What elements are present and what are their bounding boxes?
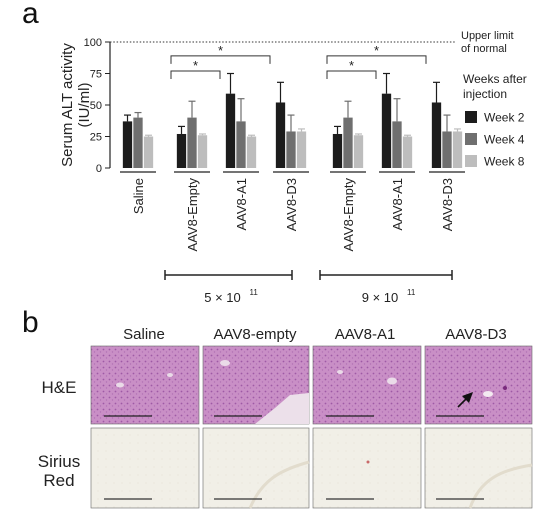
legend-swatch: [465, 155, 477, 167]
y-axis-label: Serum ALT activity: [59, 43, 76, 167]
category-label: AAV8-A1: [390, 178, 405, 231]
bar: [332, 133, 343, 168]
bar: [431, 102, 442, 168]
dose-group-label: 9 × 10: [362, 290, 399, 305]
y-tick-label: 50: [90, 100, 102, 112]
dose-group-label-exponent: 11: [407, 288, 416, 297]
bar: [402, 136, 413, 168]
figure-canvas: 0 25 50 75 100 Serum ALT activity (IU/ml) Upper…: [59, 30, 527, 305]
panel-b-letter: b: [22, 306, 39, 339]
legend-title: Weeks after: [463, 72, 527, 86]
y-tick-label: 0: [96, 163, 102, 175]
significance-star: *: [193, 58, 198, 73]
bar: [236, 121, 246, 168]
y-tick-label: 75: [90, 69, 102, 81]
category-label: Saline: [131, 178, 146, 214]
legend-swatch: [465, 111, 477, 123]
significance-star: *: [374, 43, 379, 58]
histology-row-label-he: H&E: [41, 378, 77, 397]
category-label: AAV8-D3: [440, 178, 455, 231]
bar: [143, 136, 154, 168]
dose-group-label-exponent: 11: [250, 288, 259, 297]
legend-entry: Week 8: [484, 155, 525, 169]
sirius-image-saline: [90, 427, 200, 509]
bar: [197, 135, 208, 168]
category-label: AAV8-D3: [284, 178, 299, 231]
sirius-image-aav8-empty: [202, 427, 310, 509]
bar: [286, 131, 296, 168]
histology-column-label: AAV8-D3: [445, 326, 507, 343]
alt-bar-chart: 0 25 50 75 100 Serum ALT activity (IU/ml) Upper…: [59, 30, 527, 305]
bar: [442, 131, 452, 168]
category-label: AAV8-A1: [234, 178, 249, 231]
bar: [187, 117, 197, 168]
significance-star: *: [349, 58, 354, 73]
sirius-image-aav8-d3: [424, 427, 533, 509]
category-label: AAV8-Empty: [185, 178, 200, 252]
he-image-aav8-a1: [312, 345, 422, 425]
bar: [176, 133, 187, 168]
histology-column-label: Saline: [123, 326, 165, 343]
sirius-image-aav8-a1: [312, 427, 422, 509]
dose-group-label: 5 × 10: [204, 290, 241, 305]
bar: [343, 117, 353, 168]
legend-entry: Week 4: [484, 133, 525, 147]
upper-limit-label: Upper limit: [461, 30, 514, 42]
bar: [275, 102, 286, 168]
y-tick-label: 25: [90, 132, 102, 144]
legend-entry: Week 2: [484, 111, 525, 125]
he-image-aav8-d3: [424, 345, 533, 425]
bar: [296, 131, 307, 168]
histology-column-label: AAV8-A1: [334, 326, 396, 343]
significance-bracket: [326, 70, 377, 79]
significance-bracket: [170, 70, 221, 79]
upper-limit-label: of normal: [461, 43, 507, 55]
significance-star: *: [218, 43, 223, 58]
bar: [225, 93, 236, 168]
bar: [353, 135, 364, 168]
bar: [381, 93, 392, 168]
he-image-aav8-empty: [202, 345, 310, 425]
he-image-saline: [90, 345, 200, 425]
y-tick-label: 100: [84, 37, 102, 49]
bar: [392, 121, 402, 168]
histology-row-label-sirius: Sirius Red: [37, 452, 81, 490]
bar: [122, 121, 133, 168]
bar: [133, 117, 143, 168]
bar: [452, 131, 463, 168]
category-label: AAV8-Empty: [341, 178, 356, 252]
significance-bracket: [170, 55, 271, 64]
histology-column-label: AAV8-empty: [213, 326, 297, 343]
legend-swatch: [465, 133, 477, 145]
significance-bracket: [326, 55, 427, 64]
y-axis-label-units: (IU/ml): [76, 83, 93, 128]
bar: [246, 136, 257, 168]
legend-title: injection: [463, 87, 507, 101]
panel-a-letter: a: [22, 0, 39, 30]
